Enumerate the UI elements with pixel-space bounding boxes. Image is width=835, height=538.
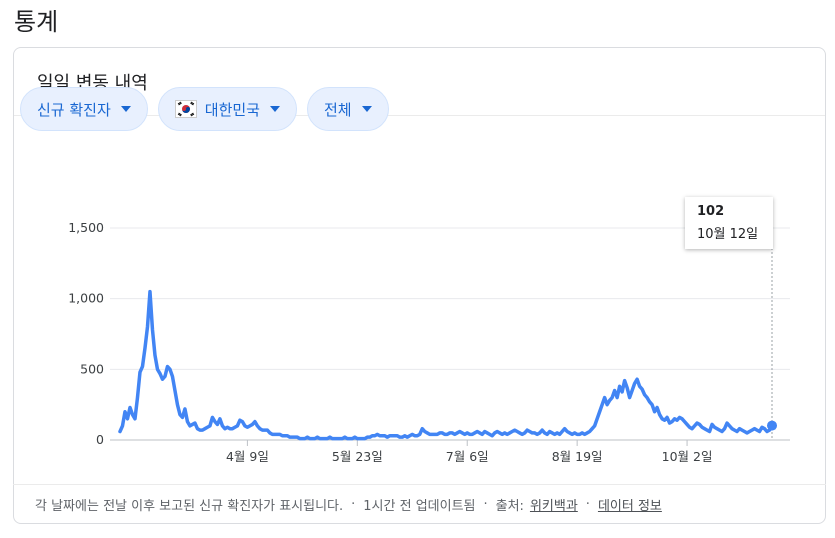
gridlines (110, 227, 790, 441)
caret-down-icon (120, 106, 131, 112)
x-tick-label: 5월 23일 (332, 449, 383, 464)
section-title: 통계 (14, 8, 59, 36)
footer-source-label: 출처: (495, 499, 524, 514)
caret-down-icon (361, 106, 372, 112)
card-footer: 각 날짜에는 전날 이후 보고된 신규 확진자가 표시됩니다. · 1시간 전 … (13, 484, 826, 524)
scope-dropdown-chip[interactable]: 전체 (306, 87, 389, 131)
caret-down-icon (269, 106, 280, 112)
footer-note: 각 날짜에는 전날 이후 보고된 신규 확진자가 표시됩니다. (35, 499, 344, 514)
footer-updated: 1시간 전 업데이트됨 (363, 499, 476, 514)
stats-card: 일일 변동 내역 (13, 47, 826, 524)
y-tick-label: 0 (96, 432, 104, 447)
filter-chips: 신규 확진자 대한민국 전체 (20, 87, 389, 131)
tooltip-date: 10월 12일 (697, 227, 759, 242)
separator-dot: · (585, 497, 590, 512)
metric-dropdown-chip[interactable]: 신규 확진자 (20, 87, 148, 131)
x-axis-ticks: 4월 9일 5월 23일 7월 6일 8월 19일 10월 2일 (226, 440, 713, 464)
series-line (118, 289, 774, 441)
y-tick-label: 1,000 (68, 291, 104, 306)
region-dropdown-chip[interactable]: 대한민국 (157, 87, 297, 131)
x-tick-label: 8월 19일 (552, 449, 603, 464)
source-link[interactable]: 위키백과 (529, 499, 578, 514)
separator-dot: · (351, 497, 356, 512)
x-tick-label: 10월 2일 (662, 449, 713, 464)
metric-chip-label: 신규 확진자 (37, 100, 111, 119)
y-tick-label: 1,500 (68, 220, 104, 235)
tooltip-value: 102 (697, 204, 725, 219)
data-info-link[interactable]: 데이터 정보 (597, 499, 662, 514)
chart-tooltip: 102 10월 12일 (685, 197, 773, 249)
y-tick-label: 500 (80, 361, 104, 376)
separator-dot: · (483, 497, 488, 512)
x-tick-label: 7월 6일 (446, 449, 489, 464)
scope-chip-label: 전체 (323, 100, 352, 119)
x-tick-label: 4월 9일 (226, 449, 269, 464)
hover-point (767, 420, 777, 431)
south-korea-flag-icon (174, 100, 197, 118)
y-axis-ticks: 0 500 1,000 1,500 (68, 220, 104, 447)
region-chip-label: 대한민국 (204, 100, 260, 119)
